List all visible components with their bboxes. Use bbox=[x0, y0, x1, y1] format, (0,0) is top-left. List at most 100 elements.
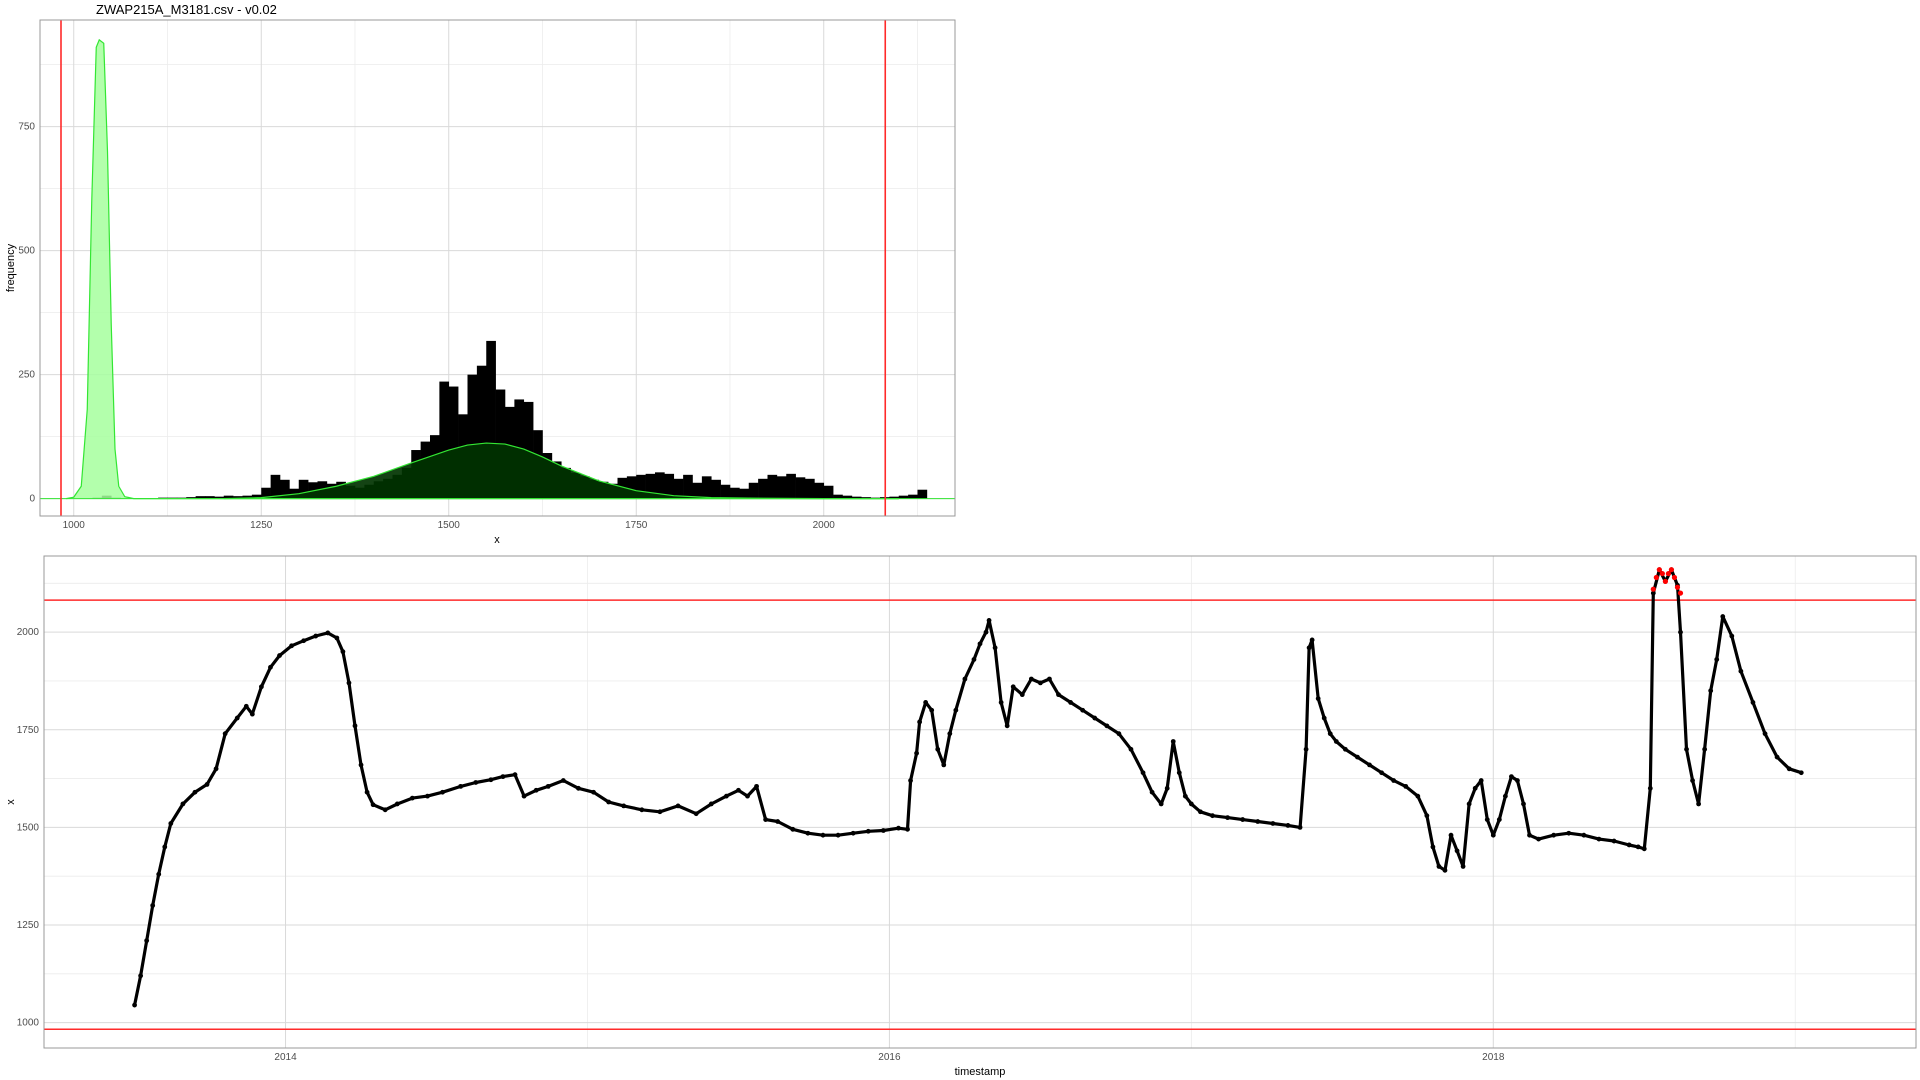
timeseries-point bbox=[394, 801, 400, 807]
histogram-bar bbox=[739, 488, 750, 499]
histogram-bar bbox=[664, 473, 675, 499]
timeseries-point bbox=[192, 789, 198, 795]
histogram-bar bbox=[448, 386, 459, 499]
timeseries-point bbox=[289, 643, 294, 649]
timeseries-point bbox=[458, 783, 464, 789]
timeseries-point bbox=[1762, 731, 1768, 737]
timeseries-line bbox=[132, 567, 1804, 1008]
timeseries-point bbox=[313, 633, 319, 639]
timeseries-point bbox=[1496, 817, 1502, 822]
timeseries-point bbox=[301, 638, 307, 644]
timeseries-point bbox=[917, 719, 923, 725]
timeseries-point bbox=[805, 830, 811, 836]
timeseries-point bbox=[1415, 793, 1421, 799]
anomaly-point bbox=[1653, 574, 1659, 581]
histogram-panel-border bbox=[39, 19, 956, 517]
anomaly-point bbox=[1659, 570, 1665, 577]
timeseries-point bbox=[1702, 746, 1708, 752]
histogram-bar bbox=[823, 485, 834, 499]
timeseries-x-tick-labels: 2014 2016 2018 bbox=[274, 1052, 1504, 1063]
timeseries-point bbox=[1149, 789, 1155, 795]
histogram-bar bbox=[251, 494, 262, 499]
timeseries-point bbox=[1270, 821, 1276, 826]
timeseries-point bbox=[1403, 783, 1409, 789]
timeseries-point bbox=[1521, 801, 1526, 807]
timeseries-point bbox=[1176, 770, 1182, 776]
histogram-x-tick-label: 1250 bbox=[250, 520, 273, 531]
timeseries-point bbox=[409, 795, 415, 801]
timeseries-point bbox=[693, 811, 699, 817]
timeseries-point bbox=[914, 750, 919, 756]
histogram-bar bbox=[476, 365, 487, 499]
histogram-chart: ZWAP215A_M3181.csv - v0.02 1000 1250 1500 1… bbox=[5, 2, 956, 546]
histogram-bar bbox=[261, 487, 271, 499]
histogram-bar bbox=[795, 477, 806, 499]
timeseries-point bbox=[790, 826, 796, 832]
timeseries-y-tick-label: 1750 bbox=[17, 725, 40, 736]
histogram-bar bbox=[842, 495, 853, 499]
timeseries-point bbox=[132, 1002, 137, 1008]
histogram-x-tick-label: 2000 bbox=[813, 520, 836, 531]
histogram-bar bbox=[748, 482, 759, 499]
timeseries-y-tick-labels: 1000 1250 1500 1750 2000 bbox=[17, 627, 40, 1028]
timeseries-point bbox=[1690, 778, 1695, 783]
timeseries-point bbox=[971, 657, 977, 662]
timeseries-point bbox=[1028, 676, 1034, 682]
timeseries-thresholds bbox=[44, 599, 1916, 1031]
timeseries-point bbox=[775, 819, 781, 824]
timeseries-point bbox=[1566, 830, 1572, 836]
histogram-bar bbox=[833, 494, 843, 499]
timeseries-point bbox=[1198, 809, 1203, 815]
density-area-secondary bbox=[223, 443, 899, 499]
timeseries-point bbox=[953, 707, 959, 713]
timeseries-point bbox=[1714, 657, 1720, 662]
timeseries-point bbox=[1442, 867, 1448, 873]
timeseries-point bbox=[657, 809, 663, 815]
timeseries-point bbox=[1536, 836, 1541, 842]
histogram-bar bbox=[242, 495, 253, 499]
timeseries-point bbox=[1068, 700, 1073, 705]
histogram-bar bbox=[730, 487, 740, 499]
timeseries-point bbox=[382, 807, 388, 813]
timeseries-chart: 2014 2016 2018 1000 1250 1500 1750 2000 timest… bbox=[5, 555, 1917, 1078]
histogram-bar bbox=[701, 476, 712, 499]
timeseries-point bbox=[723, 793, 729, 799]
histogram-y-tick-label: 0 bbox=[29, 494, 35, 505]
histogram-x-tick-label: 1750 bbox=[625, 520, 648, 531]
timeseries-point bbox=[1650, 590, 1656, 596]
timeseries-point bbox=[1170, 739, 1176, 744]
histogram-bar bbox=[467, 374, 478, 499]
timeseries-point bbox=[1104, 723, 1110, 729]
timeseries-y-tick-label: 1000 bbox=[17, 1018, 40, 1029]
histogram-title: ZWAP215A_M3181.csv - v0.02 bbox=[96, 2, 277, 17]
histogram-bar bbox=[711, 479, 721, 499]
histogram-bar bbox=[851, 496, 862, 499]
histogram-bar bbox=[889, 496, 900, 499]
timeseries-point bbox=[820, 832, 826, 838]
timeseries-point bbox=[998, 700, 1004, 705]
timeseries-point bbox=[962, 676, 968, 682]
timeseries-point bbox=[935, 746, 941, 752]
histogram-bar bbox=[683, 474, 693, 499]
timeseries-point bbox=[352, 723, 358, 729]
timeseries-point bbox=[1285, 823, 1291, 828]
histogram-bar bbox=[767, 474, 778, 499]
timeseries-point bbox=[983, 629, 989, 635]
timeseries-point bbox=[1684, 746, 1689, 752]
timeseries-point bbox=[1379, 770, 1384, 776]
timeseries-panel-border bbox=[43, 555, 1917, 1049]
timeseries-point bbox=[905, 826, 910, 832]
timeseries-point bbox=[639, 807, 645, 813]
histogram-bar bbox=[758, 478, 768, 499]
histogram-x-axis-title: x bbox=[494, 534, 500, 546]
histogram-bar bbox=[186, 497, 196, 499]
timeseries-point bbox=[1188, 801, 1194, 807]
timeseries-point bbox=[865, 828, 871, 834]
density-line-primary bbox=[66, 38, 899, 500]
histogram-bar bbox=[195, 496, 206, 499]
histogram-y-tick-label: 750 bbox=[18, 122, 35, 133]
timeseries-point bbox=[1355, 754, 1360, 760]
anomaly-point bbox=[1650, 586, 1656, 592]
timeseries-point bbox=[763, 817, 769, 822]
histogram-bar bbox=[786, 473, 796, 499]
